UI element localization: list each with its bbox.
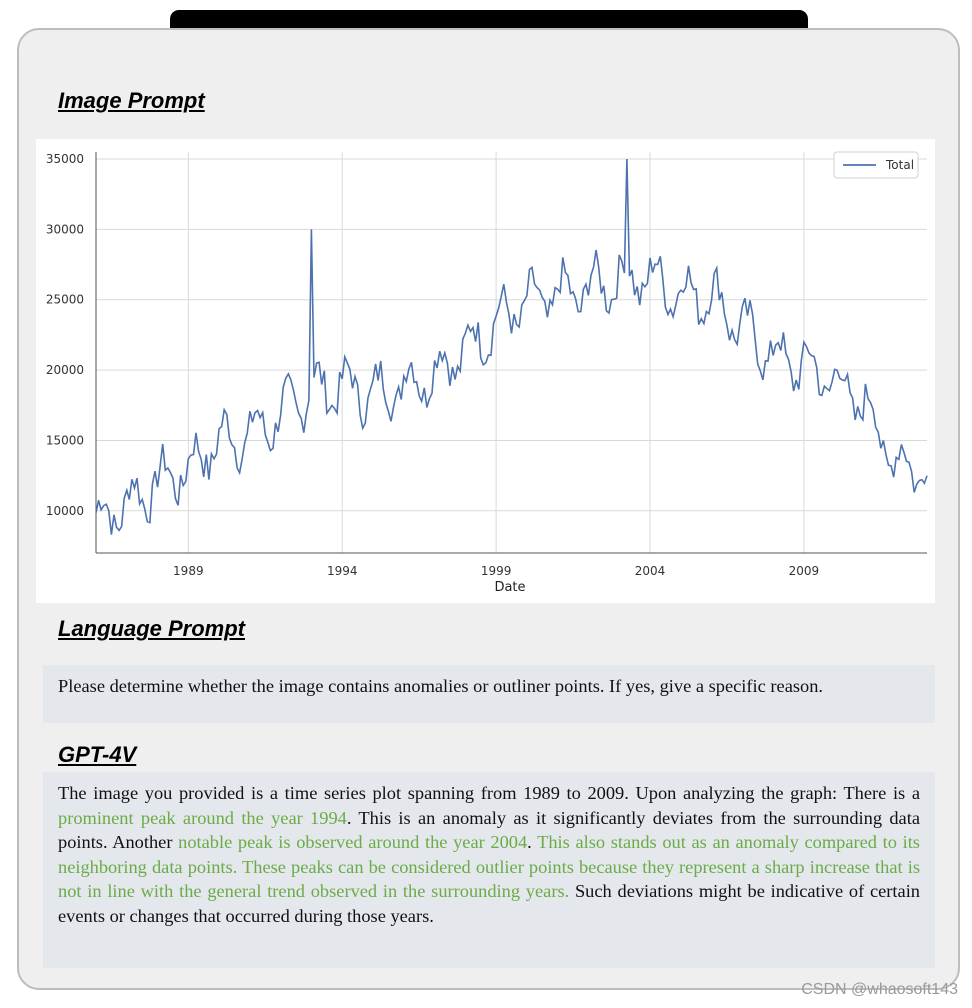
x-tick-label: 2004: [635, 564, 666, 578]
language-prompt-text: Please determine whether the image conta…: [58, 676, 823, 696]
y-tick-label: 25000: [46, 293, 84, 307]
response-text: The image you provided is a time series …: [58, 783, 920, 803]
y-tick-label: 30000: [46, 222, 84, 236]
response-highlight: This also stands out as an anomaly compa…: [58, 832, 920, 901]
image-prompt-heading: Image Prompt: [58, 88, 205, 113]
watermark: CSDN @whaosoft143: [801, 981, 958, 998]
response-text: Such deviations might be indicative of c…: [58, 881, 920, 926]
y-tick-label: 35000: [46, 152, 84, 166]
response-highlight: prominent peak around the year 1994: [58, 807, 347, 828]
chart-svg: 1989 1994 1999 2004 2009 10000 15000 20000 25000…: [46, 151, 928, 595]
y-tick-label: 10000: [46, 504, 84, 518]
x-tick-label: 1999: [481, 564, 512, 578]
response-text: . This is an anomaly as it significantly…: [58, 807, 920, 853]
series-line-total: [95, 158, 928, 535]
x-axis-label: Date: [494, 580, 525, 595]
language-prompt-box: Please determine whether the image conta…: [43, 665, 935, 723]
response-text: .: [527, 832, 538, 852]
gpt4v-response-box: The image you provided is a time series …: [43, 772, 935, 968]
legend-label: Total: [885, 158, 914, 172]
language-prompt-heading: Language Prompt: [58, 616, 246, 641]
gpt4v-heading: GPT-4V: [58, 742, 137, 767]
response-highlight: notable peak is observed around the year…: [178, 832, 528, 852]
time-series-chart: 1989 1994 1999 2004 2009 10000 15000 20000 25000…: [36, 139, 935, 603]
chart-legend: Total: [833, 151, 919, 179]
x-tick-label: 1994: [327, 564, 358, 578]
y-tick-label: 20000: [46, 363, 84, 377]
x-tick-label: 2009: [789, 564, 820, 578]
y-tick-label: 15000: [46, 433, 84, 447]
x-tick-label: 1989: [173, 564, 204, 578]
